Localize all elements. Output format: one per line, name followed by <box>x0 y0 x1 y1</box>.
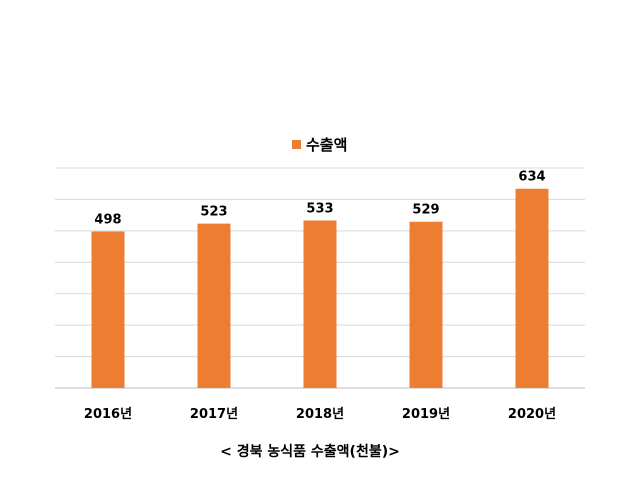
bar <box>303 220 337 388</box>
data-label: 523 <box>200 205 227 220</box>
bar <box>515 188 549 388</box>
data-label: 634 <box>518 170 545 185</box>
x-tick-label: 2018년 <box>296 407 344 422</box>
legend-label: 수출액 <box>306 136 347 154</box>
bars <box>91 188 549 388</box>
x-tick-label: 2020년 <box>508 407 556 422</box>
x-tick-label: 2019년 <box>402 407 450 422</box>
bar <box>197 223 231 388</box>
x-tick-label: 2017년 <box>190 407 238 422</box>
x-tick-label: 2016년 <box>84 407 132 422</box>
legend-swatch <box>292 140 301 149</box>
data-label: 498 <box>94 212 121 227</box>
data-label: 533 <box>306 201 333 216</box>
legend: 수출액 <box>292 136 347 154</box>
data-label: 529 <box>412 203 439 218</box>
chart-caption: < 경북 농식품 수출액(천불)> <box>220 443 400 460</box>
data-labels: 498 523 533 529 634 <box>94 170 545 228</box>
bar <box>409 221 443 388</box>
bar <box>91 231 125 388</box>
x-tick-labels: 2016년 2017년 2018년 2019년 2020년 <box>84 407 556 422</box>
